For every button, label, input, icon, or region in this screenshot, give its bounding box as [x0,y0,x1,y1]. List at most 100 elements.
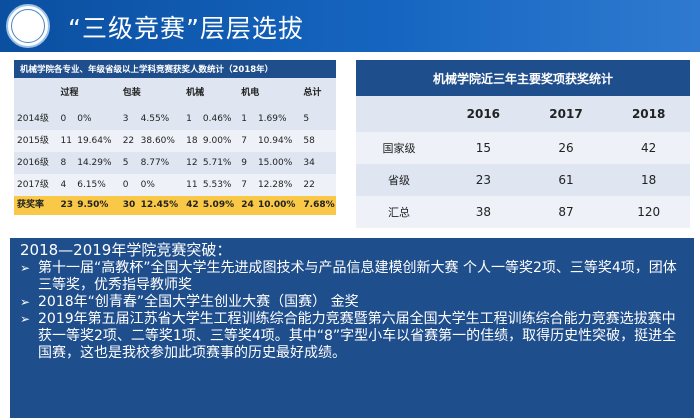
table-cell: 26 [524,132,608,164]
table-cell: 61 [524,164,608,196]
list-item-text: 第十一届“高教杯”全国大学生先进成图技术与产品信息建模创新大赛 个人一等奖2项、… [38,260,677,293]
table-cell: 9 [240,152,257,174]
row-label: 获奖率 [14,196,60,215]
header-cell [356,96,442,132]
table-row: 2015级 11 19.64% 22 38.60% 18 9.00% 7 10.… [14,130,336,152]
table-row: 国家级 15 26 42 [356,132,690,164]
panel-heading: 2018—2019年学院竞赛突破： [20,241,232,259]
major-awards-table: 机械学院近三年主要奖项获奖统计 2016 2017 2018 国家级 15 26… [356,60,690,228]
table-cell: 0.46% [201,108,241,130]
list-item: ➢ 第十一届“高教杯”全国大学生先进成图技术与产品信息建模创新大赛 个人一等奖2… [20,260,684,294]
list-item: ➢ 2018年“创青春”全国大学生创业大赛（国赛） 金奖 [20,294,684,311]
table-cell: 4.55% [139,108,186,130]
table-cell: 8.77% [139,152,186,174]
table-cell: 19.64% [76,130,122,152]
row-label: 汇总 [356,196,442,228]
row-label: 2016级 [14,152,60,174]
row-label: 2015级 [14,130,60,152]
logo-emblem [11,9,45,43]
table-cell: 23 [442,164,525,196]
list-item: ➢ 2019年第五届江苏省大学生工程训练综合能力竞赛暨第六届全国大学生工程训练综… [20,311,684,362]
table-cell: 7 [240,174,257,196]
table-cell: 1 [240,108,257,130]
year-header: 2017 [524,96,608,132]
table-cell: 34 [302,152,336,174]
table-cell: 12 [185,152,202,174]
table-cell: 1 [185,108,202,130]
table-cell: 38 [442,196,525,228]
table-cell: 24 [240,196,257,215]
left-data-table: 过程 包装 机械 机电 总计 2014级 0 0% 3 4.55% 1 0.46… [14,78,336,215]
table-cell: 87 [524,196,608,228]
right-data-table: 2016 2017 2018 国家级 15 26 42 省级 23 61 18 … [356,96,690,228]
table-cell: 10.00% [256,196,303,215]
row-label: 2014级 [14,108,60,130]
table-cell: 3 [121,108,140,130]
table-cell: 12.45% [139,196,186,215]
table-cell: 4 [59,174,77,196]
header-cell: 过程 [59,78,122,108]
table-row: 2014级 0 0% 3 4.55% 1 0.46% 1 1.69% 5 [14,108,336,130]
table-title: 机械学院近三年主要奖项获奖统计 [356,60,690,96]
header-band: “三级竞赛”层层选拔 [0,0,700,52]
award-count-table: 机械学院各专业、年级省级以上学科竞赛获奖人数统计（2018年） 过程 包装 机械… [14,60,336,235]
table-cell: 38.60% [139,130,186,152]
header-cell [14,78,60,108]
table-cell: 0% [76,108,122,130]
table-row: 2016级 8 14.29% 5 8.77% 12 5.71% 9 15.00%… [14,152,336,174]
page-title: “三级竞赛”层层选拔 [68,14,304,43]
table-cell: 18 [607,164,690,196]
table-cell: 10.94% [256,130,303,152]
arrow-bullet-icon: ➢ [20,312,31,326]
table-header-row: 过程 包装 机械 机电 总计 [14,78,336,108]
table-cell: 5 [121,152,140,174]
table-cell: 42 [185,196,202,215]
arrow-bullet-icon: ➢ [20,261,31,275]
table-cell: 7.68% [302,196,336,215]
table-cell: 0% [139,174,186,196]
table-cell: 18 [185,130,202,152]
table-cell: 23 [59,196,77,215]
header-cell: 机电 [240,78,303,108]
table-row: 汇总 38 87 120 [356,196,690,228]
table-cell: 5.09% [201,196,241,215]
table-cell: 8 [59,152,77,174]
table-cell: 14.29% [76,152,122,174]
table-cell: 9.50% [76,196,122,215]
table-cell: 11 [59,130,77,152]
table-cell: 15.00% [256,152,303,174]
achievements-panel: 2018—2019年学院竞赛突破： ➢ 第十一届“高教杯”全国大学生先进成图技术… [10,238,694,418]
table-cell: 0 [59,108,77,130]
row-label: 2017级 [14,174,60,196]
table-row: 省级 23 61 18 [356,164,690,196]
table-cell: 6.15% [76,174,122,196]
table-cell: 11 [185,174,202,196]
table-cell: 0 [121,174,140,196]
table-cell: 5.71% [201,152,241,174]
header-cell: 包装 [121,78,186,108]
table-cell: 58 [302,130,336,152]
row-label: 国家级 [356,132,442,164]
list-item-text: 2019年第五届江苏省大学生工程训练综合能力竞赛暨第六届全国大学生工程训练综合能… [38,311,677,361]
table-header-row: 2016 2017 2018 [356,96,690,132]
row-label: 省级 [356,164,442,196]
table-row: 2017级 4 6.15% 0 0% 11 5.53% 7 12.28% 22 [14,174,336,196]
table-cell: 5.53% [201,174,241,196]
header-cell: 总计 [302,78,336,108]
school-logo [6,4,50,48]
total-row: 获奖率 23 9.50% 30 12.45% 42 5.09% 24 10.00… [14,196,336,215]
table-cell: 22 [121,130,140,152]
table-cell: 15 [442,132,525,164]
table-cell: 120 [607,196,690,228]
table-cell: 9.00% [201,130,241,152]
header-cell: 机械 [185,78,241,108]
table-cell: 30 [121,196,140,215]
year-header: 2018 [607,96,690,132]
list-item-text: 2018年“创青春”全国大学生创业大赛（国赛） 金奖 [38,294,359,310]
table-cell: 42 [607,132,690,164]
table-cell: 5 [302,108,336,130]
table-cell: 12.28% [256,174,303,196]
table-cell: 7 [240,130,257,152]
table-caption: 机械学院各专业、年级省级以上学科竞赛获奖人数统计（2018年） [14,60,336,78]
table-cell: 22 [302,174,336,196]
